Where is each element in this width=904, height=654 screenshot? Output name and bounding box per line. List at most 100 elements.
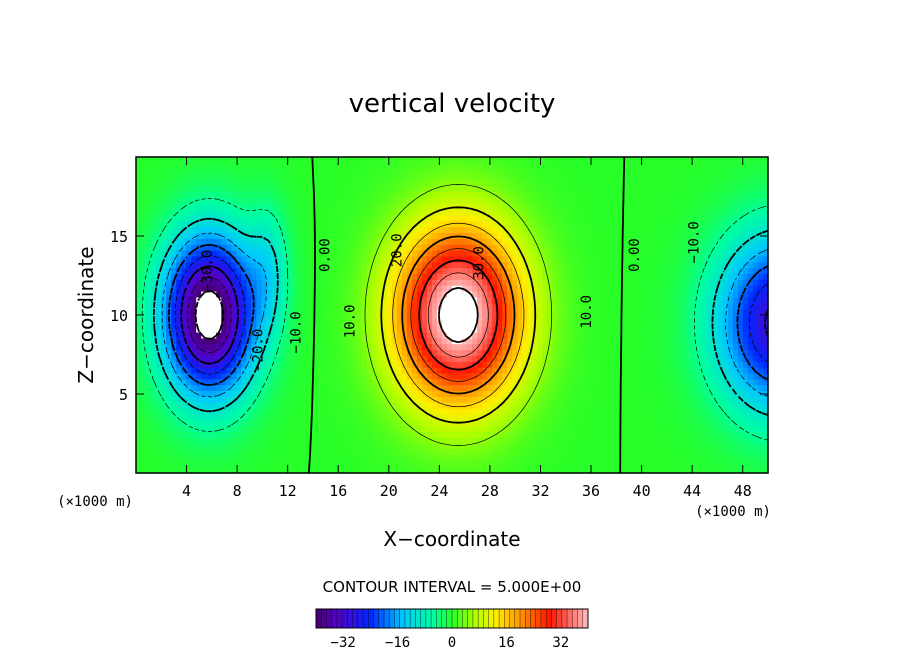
heatmap-cell (582, 326, 589, 334)
heatmap-cell (542, 256, 548, 263)
heatmap-cell (186, 315, 192, 322)
heatmap-cell (562, 303, 568, 310)
heatmap-cell (146, 350, 152, 357)
heatmap-cell (612, 367, 619, 375)
heatmap-cell (306, 279, 313, 287)
heatmap-cell (216, 320, 222, 328)
heatmap-cell (592, 197, 599, 205)
heatmap-cell (156, 233, 162, 240)
heatmap-cell (176, 303, 182, 310)
heatmap-cell (707, 350, 714, 357)
heatmap-cell (326, 385, 333, 392)
heatmap-cell (206, 250, 212, 258)
heatmap-cell (226, 157, 232, 164)
heatmap-cell (166, 279, 172, 287)
heatmap-cell (156, 361, 162, 369)
heatmap-cell (241, 309, 247, 316)
heatmap-cell (567, 186, 573, 193)
heatmap-cell (452, 315, 458, 322)
heatmap-cell (737, 256, 744, 263)
heatmap-cell (231, 279, 237, 287)
heatmap-cell (477, 379, 483, 386)
heatmap-cell (557, 168, 563, 176)
heatmap-cell (221, 291, 227, 299)
heatmap-cell (757, 227, 764, 234)
heatmap-cell (697, 227, 704, 234)
heatmap-cell (326, 303, 333, 310)
heatmap-cell (492, 168, 498, 176)
heatmap-cell (381, 250, 388, 258)
heatmap-cell (281, 279, 288, 287)
heatmap-cell (667, 315, 674, 322)
heatmap-cell (306, 256, 313, 263)
heatmap-cell (527, 168, 533, 176)
heatmap-cell (477, 215, 483, 222)
heatmap-cell (462, 297, 468, 304)
heatmap-cell (386, 332, 393, 340)
heatmap-cell (697, 197, 704, 205)
heatmap-cell (381, 315, 388, 322)
heatmap-cell (602, 379, 609, 386)
heatmap-cell (587, 250, 594, 258)
heatmap-cell (336, 215, 343, 222)
heatmap-cell (151, 279, 157, 287)
heatmap-cell (201, 279, 207, 287)
heatmap-cell (396, 274, 403, 281)
heatmap-cell (457, 262, 463, 269)
heatmap-cell (757, 162, 764, 170)
heatmap-cell (582, 303, 589, 310)
heatmap-cell (376, 162, 383, 170)
heatmap-cell (396, 373, 403, 380)
heatmap-cell (757, 215, 764, 222)
heatmap-cell (712, 250, 719, 258)
heatmap-cell (281, 244, 288, 252)
heatmap-cell (732, 262, 739, 269)
heatmap-cell (542, 332, 548, 340)
heatmap-cell (737, 209, 744, 217)
heatmap-cell (502, 192, 508, 199)
heatmap-cell (371, 238, 378, 246)
heatmap-cell (426, 203, 433, 211)
heatmap-cell (441, 256, 448, 263)
heatmap-cell (602, 350, 609, 357)
heatmap-cell (406, 192, 413, 199)
heatmap-cell (326, 344, 333, 351)
heatmap-cell (537, 332, 543, 340)
heatmap-cell (612, 233, 619, 240)
heatmap-cell (547, 379, 553, 386)
heatmap-cell (622, 315, 629, 322)
heatmap-cell (542, 174, 548, 182)
heatmap-cell (216, 157, 222, 164)
heatmap-cell (211, 274, 217, 281)
heatmap-cell (156, 203, 162, 211)
heatmap-cell (221, 309, 227, 316)
heatmap-cell (381, 227, 388, 234)
heatmap-cell (196, 221, 202, 228)
heatmap-cell (421, 367, 428, 375)
heatmap-cell (446, 197, 453, 205)
heatmap-cell (426, 174, 433, 182)
heatmap-cell (326, 279, 333, 287)
heatmap-cell (497, 256, 503, 263)
heatmap-cell (211, 197, 217, 205)
heatmap-cell (316, 203, 323, 211)
heatmap-cell (296, 303, 303, 310)
heatmap-cell (497, 274, 503, 281)
heatmap-cell (421, 244, 428, 252)
heatmap-cell (261, 215, 268, 222)
heatmap-cell (632, 338, 639, 345)
heatmap-cell (301, 344, 308, 351)
heatmap-cell (557, 320, 563, 328)
heatmap-cell (421, 274, 428, 281)
heatmap-cell (216, 162, 222, 170)
heatmap-cell (642, 367, 649, 375)
heatmap-cell (301, 303, 308, 310)
heatmap-cell (632, 268, 639, 275)
heatmap-cell (687, 186, 694, 193)
heatmap-cell (752, 315, 759, 322)
heatmap-cell (557, 315, 563, 322)
heatmap-cell (587, 279, 594, 287)
heatmap-cell (667, 262, 674, 269)
heatmap-cell (146, 309, 152, 316)
heatmap-cell (446, 303, 453, 310)
